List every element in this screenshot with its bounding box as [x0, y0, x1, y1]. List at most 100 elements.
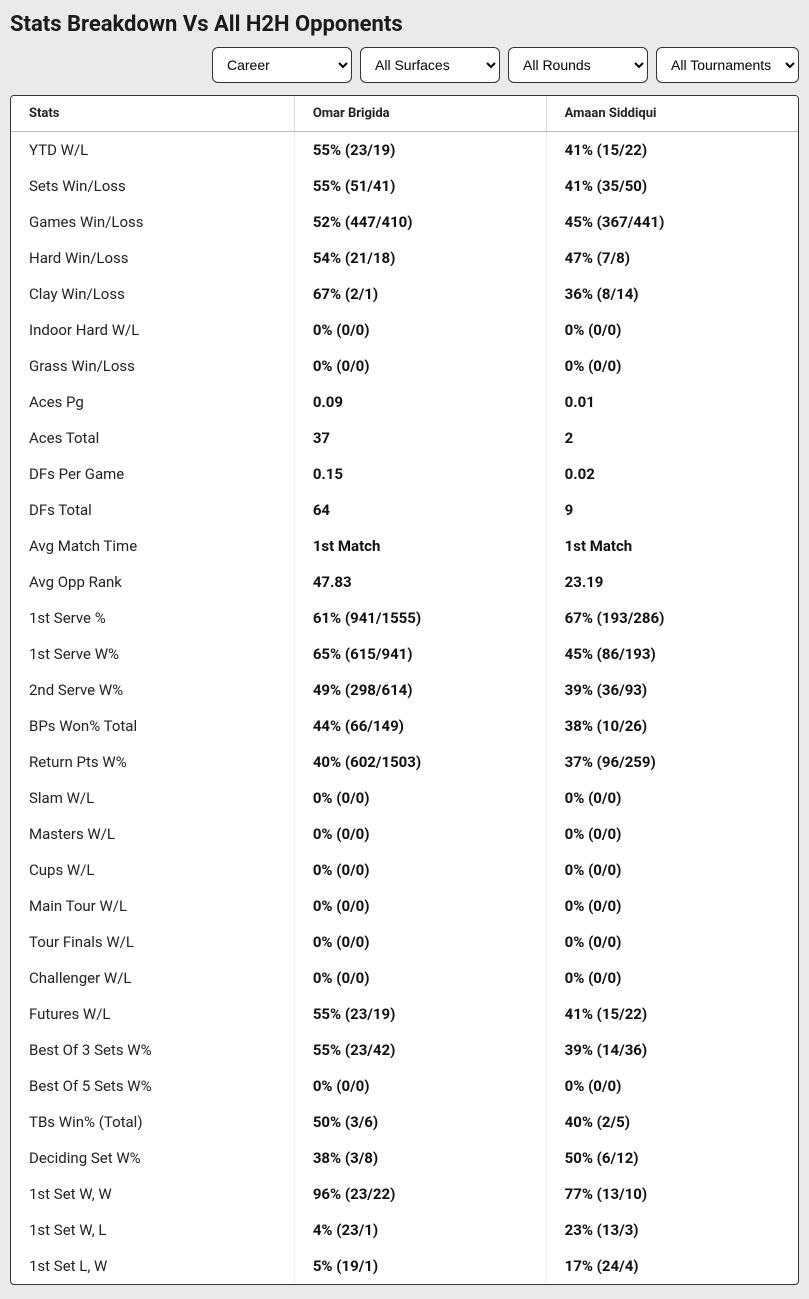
player2-value: 45% (86/193)	[546, 636, 798, 672]
stat-label: Tour Finals W/L	[11, 924, 294, 960]
player2-value: 0% (0/0)	[546, 924, 798, 960]
stat-label: Futures W/L	[11, 996, 294, 1032]
player1-value: 0% (0/0)	[294, 312, 546, 348]
player2-value: 40% (2/5)	[546, 1104, 798, 1140]
player2-value: 41% (15/22)	[546, 996, 798, 1032]
table-row: Masters W/L0% (0/0)0% (0/0)	[11, 816, 798, 852]
col-stats: Stats	[11, 96, 294, 132]
player1-value: 37	[294, 420, 546, 456]
player1-value: 50% (3/6)	[294, 1104, 546, 1140]
stats-table: Stats Omar Brigida Amaan Siddiqui YTD W/…	[11, 96, 798, 1284]
stat-label: Aces Total	[11, 420, 294, 456]
table-row: 1st Serve %61% (941/1555)67% (193/286)	[11, 600, 798, 636]
player2-value: 47% (7/8)	[546, 240, 798, 276]
stat-label: 1st Serve %	[11, 600, 294, 636]
table-row: Sets Win/Loss55% (51/41)41% (35/50)	[11, 168, 798, 204]
stats-table-container: Stats Omar Brigida Amaan Siddiqui YTD W/…	[10, 95, 799, 1285]
player1-value: 64	[294, 492, 546, 528]
stat-label: Main Tour W/L	[11, 888, 294, 924]
col-player2: Amaan Siddiqui	[546, 96, 798, 132]
filter-tournament[interactable]: All Tournaments	[656, 47, 799, 83]
player1-value: 0.15	[294, 456, 546, 492]
player2-value: 37% (96/259)	[546, 744, 798, 780]
table-row: Games Win/Loss52% (447/410)45% (367/441)	[11, 204, 798, 240]
table-row: 1st Set L, W5% (19/1)17% (24/4)	[11, 1248, 798, 1284]
table-row: Challenger W/L0% (0/0)0% (0/0)	[11, 960, 798, 996]
table-row: DFs Per Game0.150.02	[11, 456, 798, 492]
table-row: Indoor Hard W/L0% (0/0)0% (0/0)	[11, 312, 798, 348]
table-row: Slam W/L0% (0/0)0% (0/0)	[11, 780, 798, 816]
stat-label: Hard Win/Loss	[11, 240, 294, 276]
stat-label: YTD W/L	[11, 132, 294, 169]
player2-value: 0% (0/0)	[546, 1068, 798, 1104]
player1-value: 0% (0/0)	[294, 1068, 546, 1104]
stat-label: 1st Set W, L	[11, 1212, 294, 1248]
player2-value: 67% (193/286)	[546, 600, 798, 636]
table-row: 1st Set W, W96% (23/22)77% (13/10)	[11, 1176, 798, 1212]
stat-label: Best Of 5 Sets W%	[11, 1068, 294, 1104]
player1-value: 65% (615/941)	[294, 636, 546, 672]
player2-value: 39% (36/93)	[546, 672, 798, 708]
stat-label: BPs Won% Total	[11, 708, 294, 744]
stat-label: 1st Set W, W	[11, 1176, 294, 1212]
stat-label: Slam W/L	[11, 780, 294, 816]
stat-label: Challenger W/L	[11, 960, 294, 996]
player2-value: 23.19	[546, 564, 798, 600]
player1-value: 96% (23/22)	[294, 1176, 546, 1212]
player1-value: 49% (298/614)	[294, 672, 546, 708]
player1-value: 52% (447/410)	[294, 204, 546, 240]
table-row: Main Tour W/L0% (0/0)0% (0/0)	[11, 888, 798, 924]
player1-value: 0% (0/0)	[294, 960, 546, 996]
table-row: TBs Win% (Total)50% (3/6)40% (2/5)	[11, 1104, 798, 1140]
player1-value: 0% (0/0)	[294, 924, 546, 960]
player1-value: 55% (51/41)	[294, 168, 546, 204]
stat-label: Grass Win/Loss	[11, 348, 294, 384]
page-title: Stats Breakdown Vs All H2H Opponents	[0, 0, 809, 47]
filter-period[interactable]: Career	[212, 47, 352, 83]
player2-value: 1st Match	[546, 528, 798, 564]
table-row: Futures W/L55% (23/19)41% (15/22)	[11, 996, 798, 1032]
player2-value: 17% (24/4)	[546, 1248, 798, 1284]
stat-label: Indoor Hard W/L	[11, 312, 294, 348]
player1-value: 47.83	[294, 564, 546, 600]
filter-round[interactable]: All Rounds	[508, 47, 648, 83]
player1-value: 67% (2/1)	[294, 276, 546, 312]
player2-value: 2	[546, 420, 798, 456]
player1-value: 38% (3/8)	[294, 1140, 546, 1176]
table-row: Hard Win/Loss54% (21/18)47% (7/8)	[11, 240, 798, 276]
table-row: Avg Match Time1st Match1st Match	[11, 528, 798, 564]
stat-label: 1st Set L, W	[11, 1248, 294, 1284]
player2-value: 41% (15/22)	[546, 132, 798, 169]
player2-value: 41% (35/50)	[546, 168, 798, 204]
player1-value: 55% (23/42)	[294, 1032, 546, 1068]
player1-value: 0% (0/0)	[294, 888, 546, 924]
table-row: Aces Total372	[11, 420, 798, 456]
player1-value: 5% (19/1)	[294, 1248, 546, 1284]
stat-label: Sets Win/Loss	[11, 168, 294, 204]
player2-value: 45% (367/441)	[546, 204, 798, 240]
player1-value: 0.09	[294, 384, 546, 420]
player2-value: 36% (8/14)	[546, 276, 798, 312]
player2-value: 50% (6/12)	[546, 1140, 798, 1176]
player1-value: 0% (0/0)	[294, 780, 546, 816]
col-player1: Omar Brigida	[294, 96, 546, 132]
stat-label: Masters W/L	[11, 816, 294, 852]
filter-surface[interactable]: All Surfaces	[360, 47, 500, 83]
filters-bar: Career All Surfaces All Rounds All Tourn…	[0, 47, 809, 95]
stat-label: Return Pts W%	[11, 744, 294, 780]
stat-label: 2nd Serve W%	[11, 672, 294, 708]
table-row: Best Of 3 Sets W%55% (23/42)39% (14/36)	[11, 1032, 798, 1068]
player1-value: 1st Match	[294, 528, 546, 564]
player2-value: 9	[546, 492, 798, 528]
stat-label: DFs Total	[11, 492, 294, 528]
stat-label: Clay Win/Loss	[11, 276, 294, 312]
player1-value: 44% (66/149)	[294, 708, 546, 744]
stat-label: Games Win/Loss	[11, 204, 294, 240]
table-row: Deciding Set W%38% (3/8)50% (6/12)	[11, 1140, 798, 1176]
stat-label: DFs Per Game	[11, 456, 294, 492]
player2-value: 0.01	[546, 384, 798, 420]
player2-value: 0% (0/0)	[546, 816, 798, 852]
stat-label: Avg Match Time	[11, 528, 294, 564]
stat-label: Avg Opp Rank	[11, 564, 294, 600]
player2-value: 0% (0/0)	[546, 852, 798, 888]
